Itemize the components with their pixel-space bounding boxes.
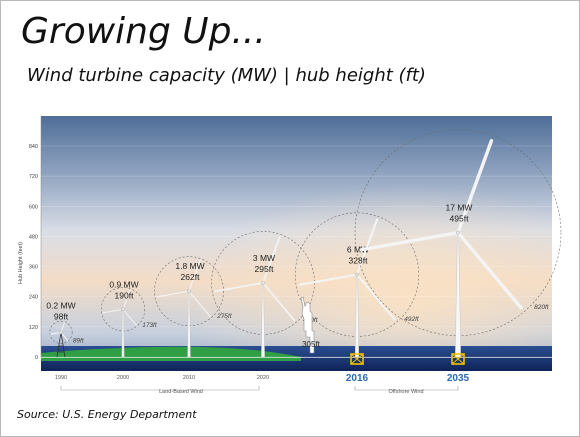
y-tick-label: 480 — [29, 234, 38, 240]
tower — [121, 309, 125, 358]
x-tick-label: 2010 — [183, 375, 195, 381]
slide-subtitle: Wind turbine capacity (MW) | hub height … — [27, 65, 426, 86]
y-axis: 0 120 240 360 480 600 720 840 — [29, 116, 552, 361]
statue-icon — [300, 296, 315, 354]
y-tick-label: 360 — [29, 265, 38, 271]
blade — [156, 290, 190, 298]
hub — [456, 230, 460, 235]
sky-glow — [41, 116, 552, 371]
hub-height-label: 295ft — [255, 264, 275, 274]
blade — [355, 273, 396, 321]
hub-height-label: 190ft — [115, 290, 135, 300]
blade — [262, 236, 281, 284]
land-bracket — [60, 386, 260, 391]
blade — [456, 138, 494, 235]
foundation-brace — [350, 353, 364, 365]
rotor-diameter-label: 492ft — [404, 316, 420, 323]
x-tick-label: 2035 — [447, 373, 470, 384]
capacity-label: 0.9 MW — [109, 279, 138, 289]
reference-statue: 305ft — [300, 296, 321, 354]
group-brackets: Land-Based Wind Offshore Wind — [60, 386, 459, 395]
y-tick-label: 120 — [29, 325, 38, 331]
blade — [122, 289, 131, 310]
blade — [213, 282, 264, 293]
blade — [359, 230, 460, 252]
rotor-diameter-label: 820ft — [534, 304, 550, 311]
blade — [456, 230, 523, 310]
y-tick-label: 240 — [29, 295, 38, 301]
rotor-diameter-label: 173ft — [142, 322, 158, 329]
hub — [261, 281, 265, 285]
capacity-label: 0.2 MW — [46, 300, 75, 310]
source-note: Source: U.S. Energy Department — [17, 408, 197, 421]
y-axis-label: Hub Height (feet) — [18, 242, 24, 284]
slide-title: Growing Up... — [21, 11, 266, 52]
capacity-label: 1.8 MW — [175, 261, 204, 271]
blade — [262, 282, 296, 322]
capacity-label: 3 MW — [253, 253, 275, 263]
turbine-chart: 0 120 240 360 480 600 720 840 Hub Height (feet)… — [18, 116, 562, 395]
rotor-circle — [49, 320, 73, 344]
rotor-diameter-label: 275ft — [216, 313, 233, 320]
hub-height-label: 98ft — [54, 311, 69, 321]
blade — [188, 259, 201, 292]
capacity-label: 17 MW — [446, 203, 473, 213]
blade — [122, 308, 137, 326]
hub — [59, 330, 63, 335]
hub — [187, 289, 191, 293]
blade — [188, 290, 211, 317]
offshore-group-label: Offshore Wind — [388, 389, 423, 395]
y-tick-label: 720 — [29, 174, 38, 180]
x-tick-label: 2016 — [346, 373, 369, 384]
baseline — [41, 357, 552, 358]
x-tick-label: 1990 — [55, 375, 67, 381]
y-tick-label: 600 — [29, 204, 38, 210]
rotor-diameter-label: 89ft — [73, 337, 85, 344]
y-tick-label: 0 — [35, 355, 38, 361]
hub-height-label: 328ft — [349, 256, 369, 266]
hub — [355, 272, 359, 277]
capacity-label: 6 MW — [347, 245, 369, 255]
offshore-foundation — [350, 353, 364, 365]
y-tick-label: 840 — [29, 144, 38, 150]
blade — [102, 308, 124, 314]
offshore-bracket — [354, 386, 459, 391]
blade — [298, 273, 359, 286]
offshore-foundation — [451, 353, 465, 365]
reference-label: 305ft — [302, 340, 321, 349]
x-tick-label: 2020 — [257, 375, 269, 381]
hub — [121, 307, 125, 312]
hub-height-label: 495ft — [450, 214, 470, 224]
foundation-brace — [451, 353, 465, 365]
x-tick-label: 2000 — [117, 375, 129, 381]
x-axis: 1990 2000 2010 2020 2016 2035 — [55, 373, 470, 384]
rotor-circle — [154, 256, 224, 327]
hub-height-label: 262ft — [181, 272, 201, 282]
land-group-label: Land-Based Wind — [159, 389, 203, 395]
